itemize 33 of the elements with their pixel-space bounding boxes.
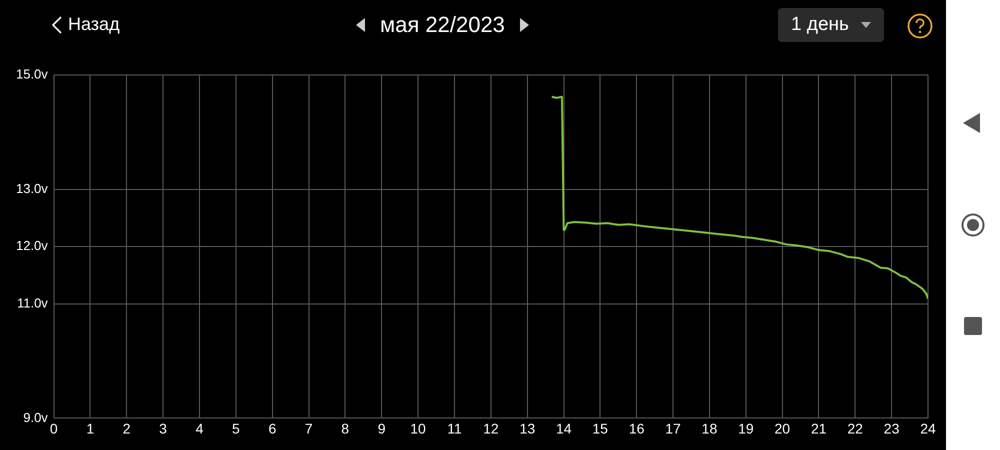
y-tick-label: 11.0v bbox=[16, 295, 48, 310]
x-tick-label: 20 bbox=[774, 420, 790, 436]
y-tick-label: 12.0v bbox=[16, 238, 48, 254]
x-tick-label: 11 bbox=[447, 420, 462, 436]
x-tick-label: 10 bbox=[410, 420, 426, 436]
x-tick-label: 23 bbox=[884, 420, 900, 436]
x-tick-label: 5 bbox=[232, 420, 240, 436]
x-tick-label: 19 bbox=[738, 420, 754, 436]
x-tick-label: 7 bbox=[304, 420, 313, 436]
x-tick-label: 24 bbox=[920, 420, 936, 436]
y-tick-label: 13.0v bbox=[16, 180, 48, 196]
x-tick-label: 3 bbox=[159, 420, 168, 436]
x-tick-label: 6 bbox=[268, 420, 276, 436]
text: Назад bbox=[68, 14, 120, 35]
x-tick-label: 17 bbox=[665, 420, 682, 436]
x-tick-label: 18 bbox=[702, 420, 718, 436]
x-tick-label: 0 bbox=[50, 420, 58, 436]
text: 1 день bbox=[791, 14, 849, 36]
x-tick-label: 15 bbox=[592, 420, 608, 436]
x-tick-label: 22 bbox=[847, 420, 864, 436]
x-tick-label: 13 bbox=[520, 420, 536, 436]
x-tick-label: 12 bbox=[483, 420, 499, 436]
x-tick-label: 2 bbox=[122, 420, 131, 436]
chart-title: мая 22/2023 bbox=[380, 12, 505, 38]
y-tick-label: 9.0v bbox=[23, 410, 48, 425]
x-tick-label: 4 bbox=[196, 420, 204, 436]
x-tick-label: 9 bbox=[378, 420, 386, 436]
x-tick-label: 8 bbox=[341, 420, 350, 436]
x-tick-label: 1 bbox=[86, 420, 94, 436]
x-tick-label: 14 bbox=[556, 420, 572, 436]
x-tick-label: 16 bbox=[628, 420, 645, 436]
y-tick-label: 15.0v bbox=[16, 66, 48, 82]
x-tick-label: 21 bbox=[810, 420, 827, 436]
